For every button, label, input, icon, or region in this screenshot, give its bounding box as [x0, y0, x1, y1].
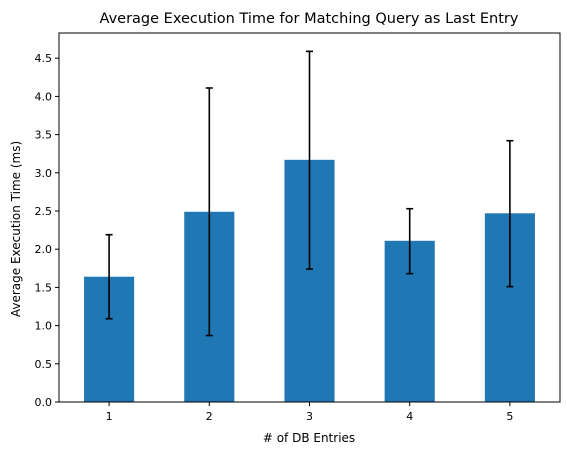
y-axis-label: Average Execution Time (ms)	[9, 141, 23, 317]
y-tick-label: 2.0	[35, 243, 53, 256]
x-tick-label: 5	[506, 410, 513, 423]
y-tick-label: 3.5	[35, 129, 53, 142]
y-tick-label: 0.5	[35, 358, 53, 371]
y-tick-label: 1.0	[35, 320, 53, 333]
x-tick-label: 3	[306, 410, 313, 423]
y-tick-label: 0.0	[35, 396, 53, 409]
y-tick-label: 2.5	[35, 205, 53, 218]
x-tick-label: 2	[206, 410, 213, 423]
y-tick-label: 4.5	[35, 52, 53, 65]
plot-area: 0.0 0.5 1.0 1.5 2.0 2.5 3.0 3.5 4.0 4.5 1 2 3 4 5	[35, 32, 561, 423]
x-axis-label: # of DB Entries	[263, 431, 355, 445]
y-tick-label: 4.0	[35, 90, 53, 103]
x-tick-label: 1	[106, 410, 113, 423]
y-tick-label: 3.0	[35, 167, 53, 180]
chart-title: Average Execution Time for Matching Quer…	[100, 11, 519, 27]
x-tick-label: 4	[406, 410, 413, 423]
y-tick-label: 1.5	[35, 281, 53, 294]
